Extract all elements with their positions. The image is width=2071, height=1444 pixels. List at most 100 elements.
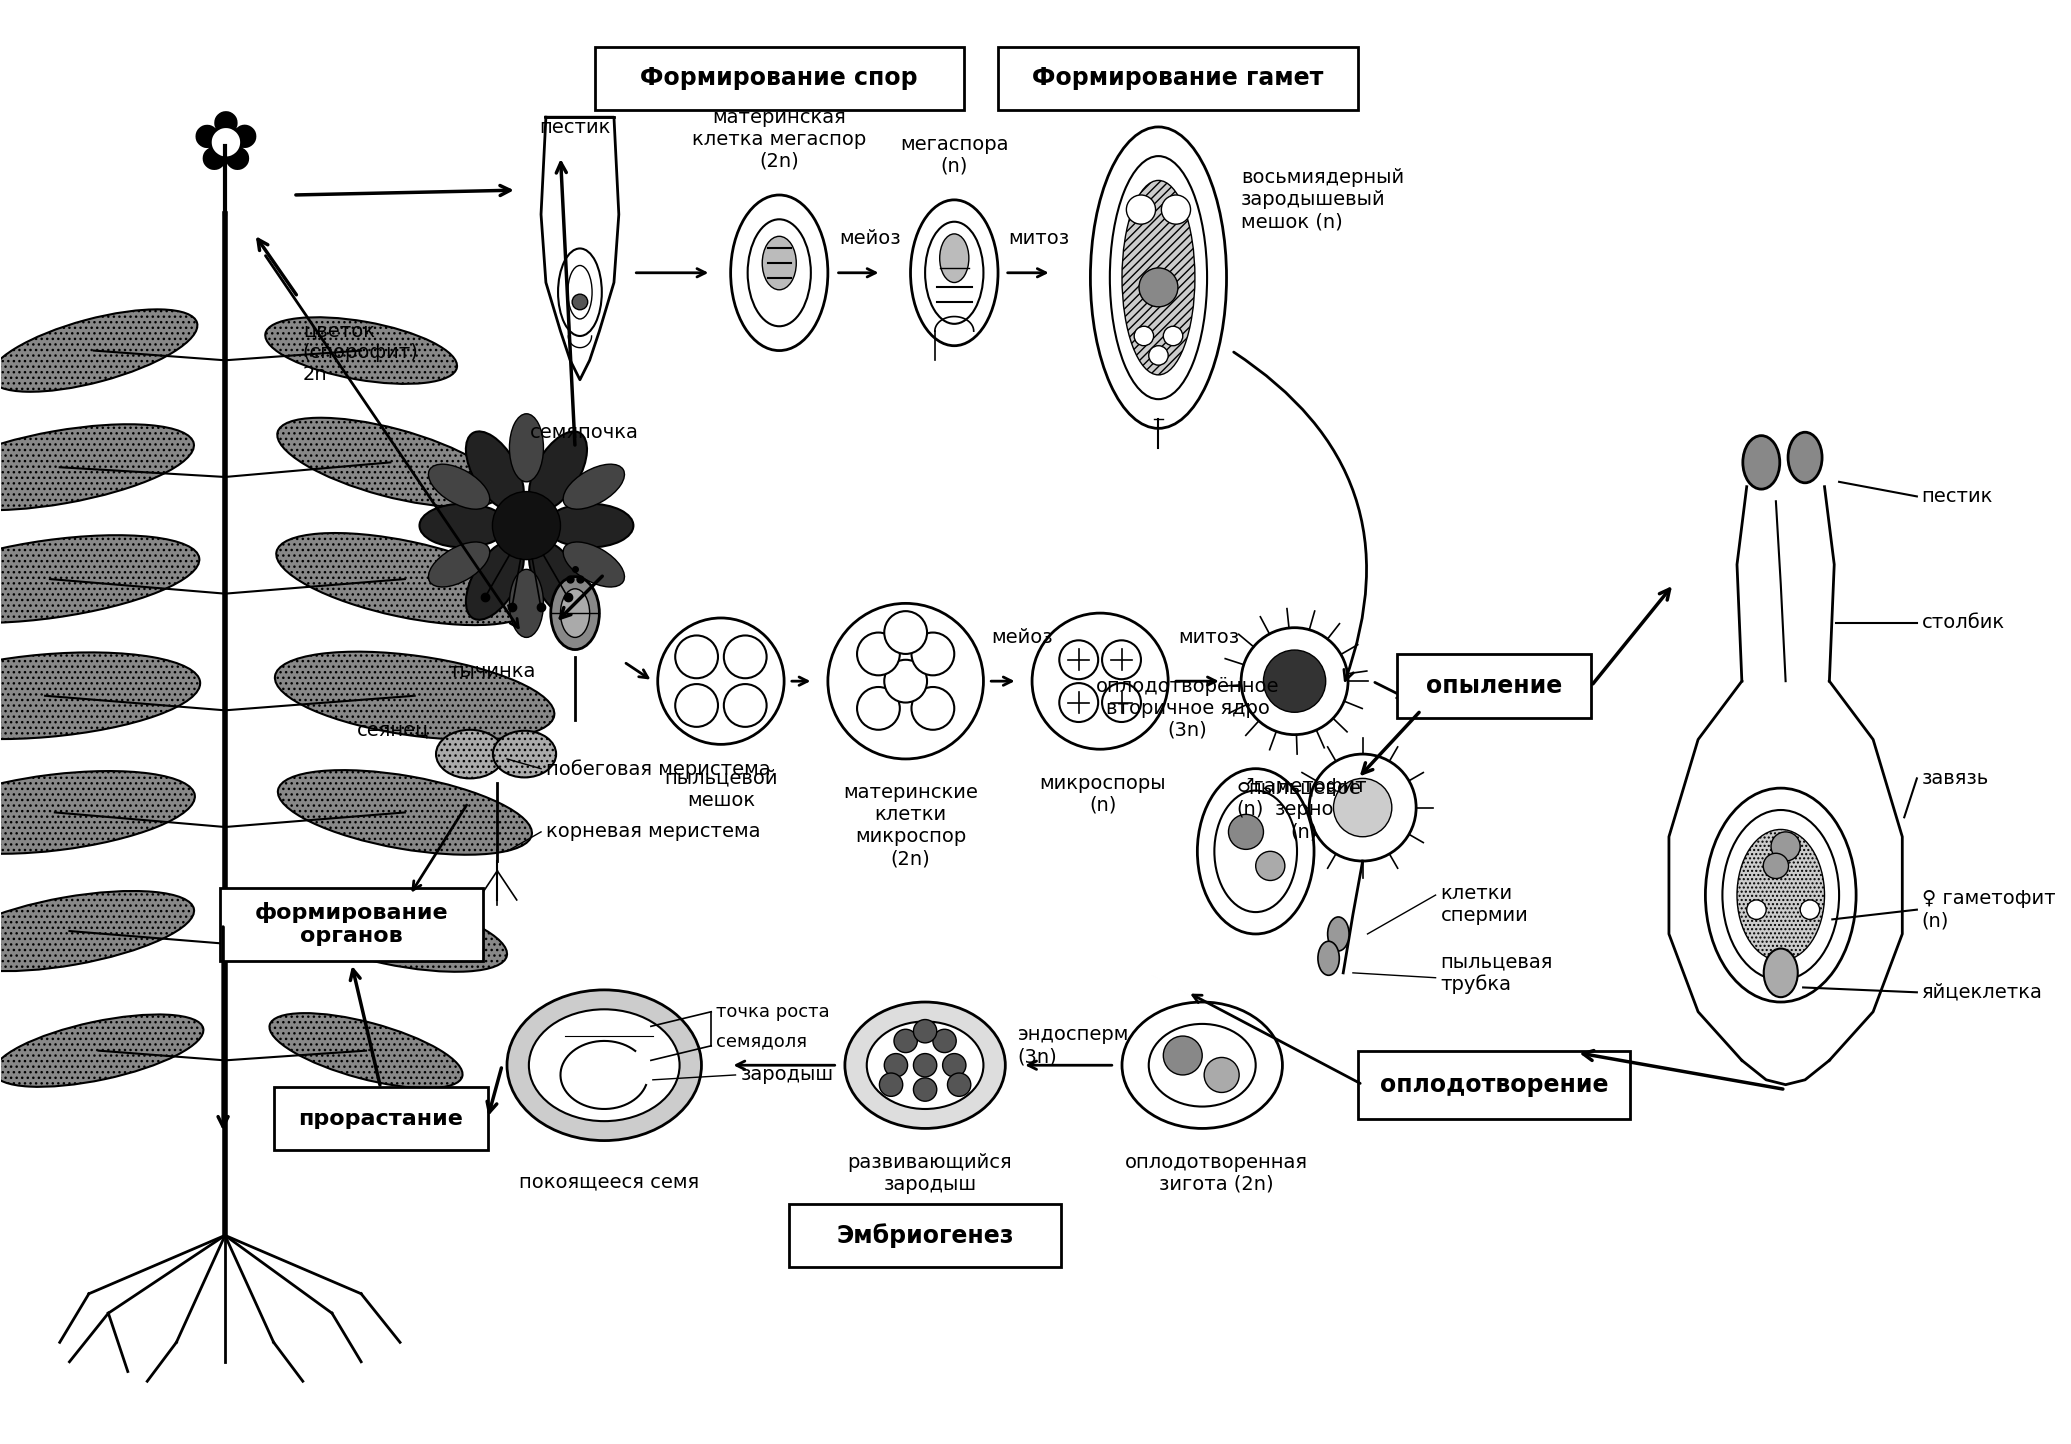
Text: яйцеклетка: яйцеклетка xyxy=(1922,983,2042,1002)
FancyBboxPatch shape xyxy=(1396,654,1591,718)
Ellipse shape xyxy=(1110,156,1207,399)
Text: зародыш: зародыш xyxy=(739,1066,833,1084)
Circle shape xyxy=(725,684,766,726)
FancyBboxPatch shape xyxy=(220,888,483,960)
Text: столбик: столбик xyxy=(1922,614,2005,632)
Text: цветок
(спорофит)
2n: цветок (спорофит) 2n xyxy=(302,322,418,384)
Text: мейоз: мейоз xyxy=(992,628,1052,647)
Ellipse shape xyxy=(547,504,634,547)
Circle shape xyxy=(1334,778,1392,836)
Ellipse shape xyxy=(466,432,524,510)
Text: точка роста: точка роста xyxy=(717,1002,830,1021)
Ellipse shape xyxy=(278,417,503,507)
Ellipse shape xyxy=(0,425,195,510)
Text: оплодотворенная
зигота (2n): оплодотворенная зигота (2n) xyxy=(1125,1152,1309,1194)
Text: материнские
клетки
микроспор
(2n): материнские клетки микроспор (2n) xyxy=(843,783,978,868)
Ellipse shape xyxy=(0,653,201,739)
Circle shape xyxy=(1762,853,1789,878)
Ellipse shape xyxy=(0,309,197,391)
Text: ♂гаметофит
(n): ♂гаметофит (n) xyxy=(1236,777,1367,819)
Ellipse shape xyxy=(762,237,795,290)
Text: семядоля: семядоля xyxy=(717,1032,808,1050)
Circle shape xyxy=(1164,1035,1203,1074)
Ellipse shape xyxy=(1197,768,1313,934)
Circle shape xyxy=(828,604,984,760)
Circle shape xyxy=(1228,814,1263,849)
Ellipse shape xyxy=(420,504,507,547)
Ellipse shape xyxy=(748,219,812,326)
Ellipse shape xyxy=(1787,432,1822,482)
Circle shape xyxy=(913,1019,936,1043)
Text: пестик: пестик xyxy=(538,117,611,137)
Ellipse shape xyxy=(868,1021,984,1109)
Ellipse shape xyxy=(1744,436,1779,490)
Ellipse shape xyxy=(1723,810,1839,980)
Ellipse shape xyxy=(509,414,543,482)
Ellipse shape xyxy=(278,770,532,855)
Ellipse shape xyxy=(275,533,534,625)
Text: покоящееся семя: покоящееся семя xyxy=(520,1173,700,1191)
Circle shape xyxy=(913,1054,936,1077)
Ellipse shape xyxy=(1149,1024,1255,1106)
Text: тычинка: тычинка xyxy=(449,661,536,682)
Ellipse shape xyxy=(273,891,507,972)
Text: Эмбриогенез: Эмбриогенез xyxy=(837,1223,1015,1248)
Ellipse shape xyxy=(1738,829,1825,960)
Text: эндосперм
(3n): эндосперм (3n) xyxy=(1017,1025,1129,1066)
Circle shape xyxy=(1102,683,1141,722)
Circle shape xyxy=(675,684,719,726)
Ellipse shape xyxy=(507,991,702,1141)
Ellipse shape xyxy=(429,464,489,510)
Text: пыльцевая
трубка: пыльцевая трубка xyxy=(1441,952,1553,993)
Circle shape xyxy=(1127,195,1156,224)
Circle shape xyxy=(913,1077,936,1102)
Text: пыльцевой
мешок: пыльцевой мешок xyxy=(665,768,779,810)
Circle shape xyxy=(1263,650,1325,712)
Circle shape xyxy=(1058,640,1098,679)
Ellipse shape xyxy=(0,891,195,972)
Ellipse shape xyxy=(926,222,984,323)
Ellipse shape xyxy=(528,542,586,619)
Circle shape xyxy=(857,632,899,676)
Circle shape xyxy=(1255,852,1284,881)
Text: оплодотворение: оплодотворение xyxy=(1379,1073,1609,1096)
Text: опыление: опыление xyxy=(1425,674,1562,697)
Circle shape xyxy=(1241,628,1348,735)
Circle shape xyxy=(1203,1057,1238,1093)
FancyBboxPatch shape xyxy=(594,46,963,110)
Ellipse shape xyxy=(493,731,557,777)
Text: Формирование гамет: Формирование гамет xyxy=(1031,66,1323,91)
Circle shape xyxy=(1135,326,1154,345)
Ellipse shape xyxy=(845,1002,1004,1128)
Ellipse shape xyxy=(528,432,586,510)
Text: митоз: митоз xyxy=(1178,628,1238,647)
Circle shape xyxy=(1800,900,1820,920)
Ellipse shape xyxy=(1214,790,1296,913)
Ellipse shape xyxy=(1704,788,1856,1002)
Circle shape xyxy=(1139,269,1178,306)
FancyBboxPatch shape xyxy=(273,1087,487,1151)
Circle shape xyxy=(572,295,588,309)
Circle shape xyxy=(1309,754,1417,861)
Text: формирование
органов: формирование органов xyxy=(255,902,447,946)
Circle shape xyxy=(493,491,561,560)
Ellipse shape xyxy=(911,199,998,345)
Circle shape xyxy=(675,635,719,679)
Ellipse shape xyxy=(1764,949,1798,998)
FancyBboxPatch shape xyxy=(1359,1051,1630,1119)
Ellipse shape xyxy=(265,318,458,384)
Text: развивающийся
зародыш: развивающийся зародыш xyxy=(847,1152,1013,1194)
Circle shape xyxy=(1102,640,1141,679)
Text: клетки
спермии: клетки спермии xyxy=(1441,884,1528,926)
Text: ♀ гаметофит
(n): ♀ гаметофит (n) xyxy=(1922,890,2054,930)
Ellipse shape xyxy=(528,1009,679,1121)
Ellipse shape xyxy=(731,195,828,351)
Ellipse shape xyxy=(437,729,503,778)
Text: семяпочка: семяпочка xyxy=(530,423,640,442)
FancyBboxPatch shape xyxy=(998,46,1359,110)
Text: побеговая меристема: побеговая меристема xyxy=(547,760,770,778)
Text: прорастание: прорастание xyxy=(298,1109,464,1129)
Circle shape xyxy=(1031,614,1168,749)
Text: материнская
клетка мегаспор
(2n): материнская клетка мегаспор (2n) xyxy=(692,108,866,170)
Text: Формирование спор: Формирование спор xyxy=(640,66,917,91)
